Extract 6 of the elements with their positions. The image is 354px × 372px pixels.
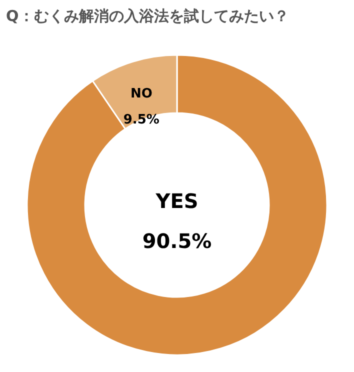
slice-label: NO <box>130 86 152 102</box>
data-label: 90.5% <box>142 229 212 253</box>
donut-slice <box>26 54 328 356</box>
slice-label: YES <box>154 189 198 213</box>
data-label: 9.5% <box>123 112 160 128</box>
chart-title: Q：むくみ解消の入浴法を試してみたい？ <box>6 7 289 25</box>
